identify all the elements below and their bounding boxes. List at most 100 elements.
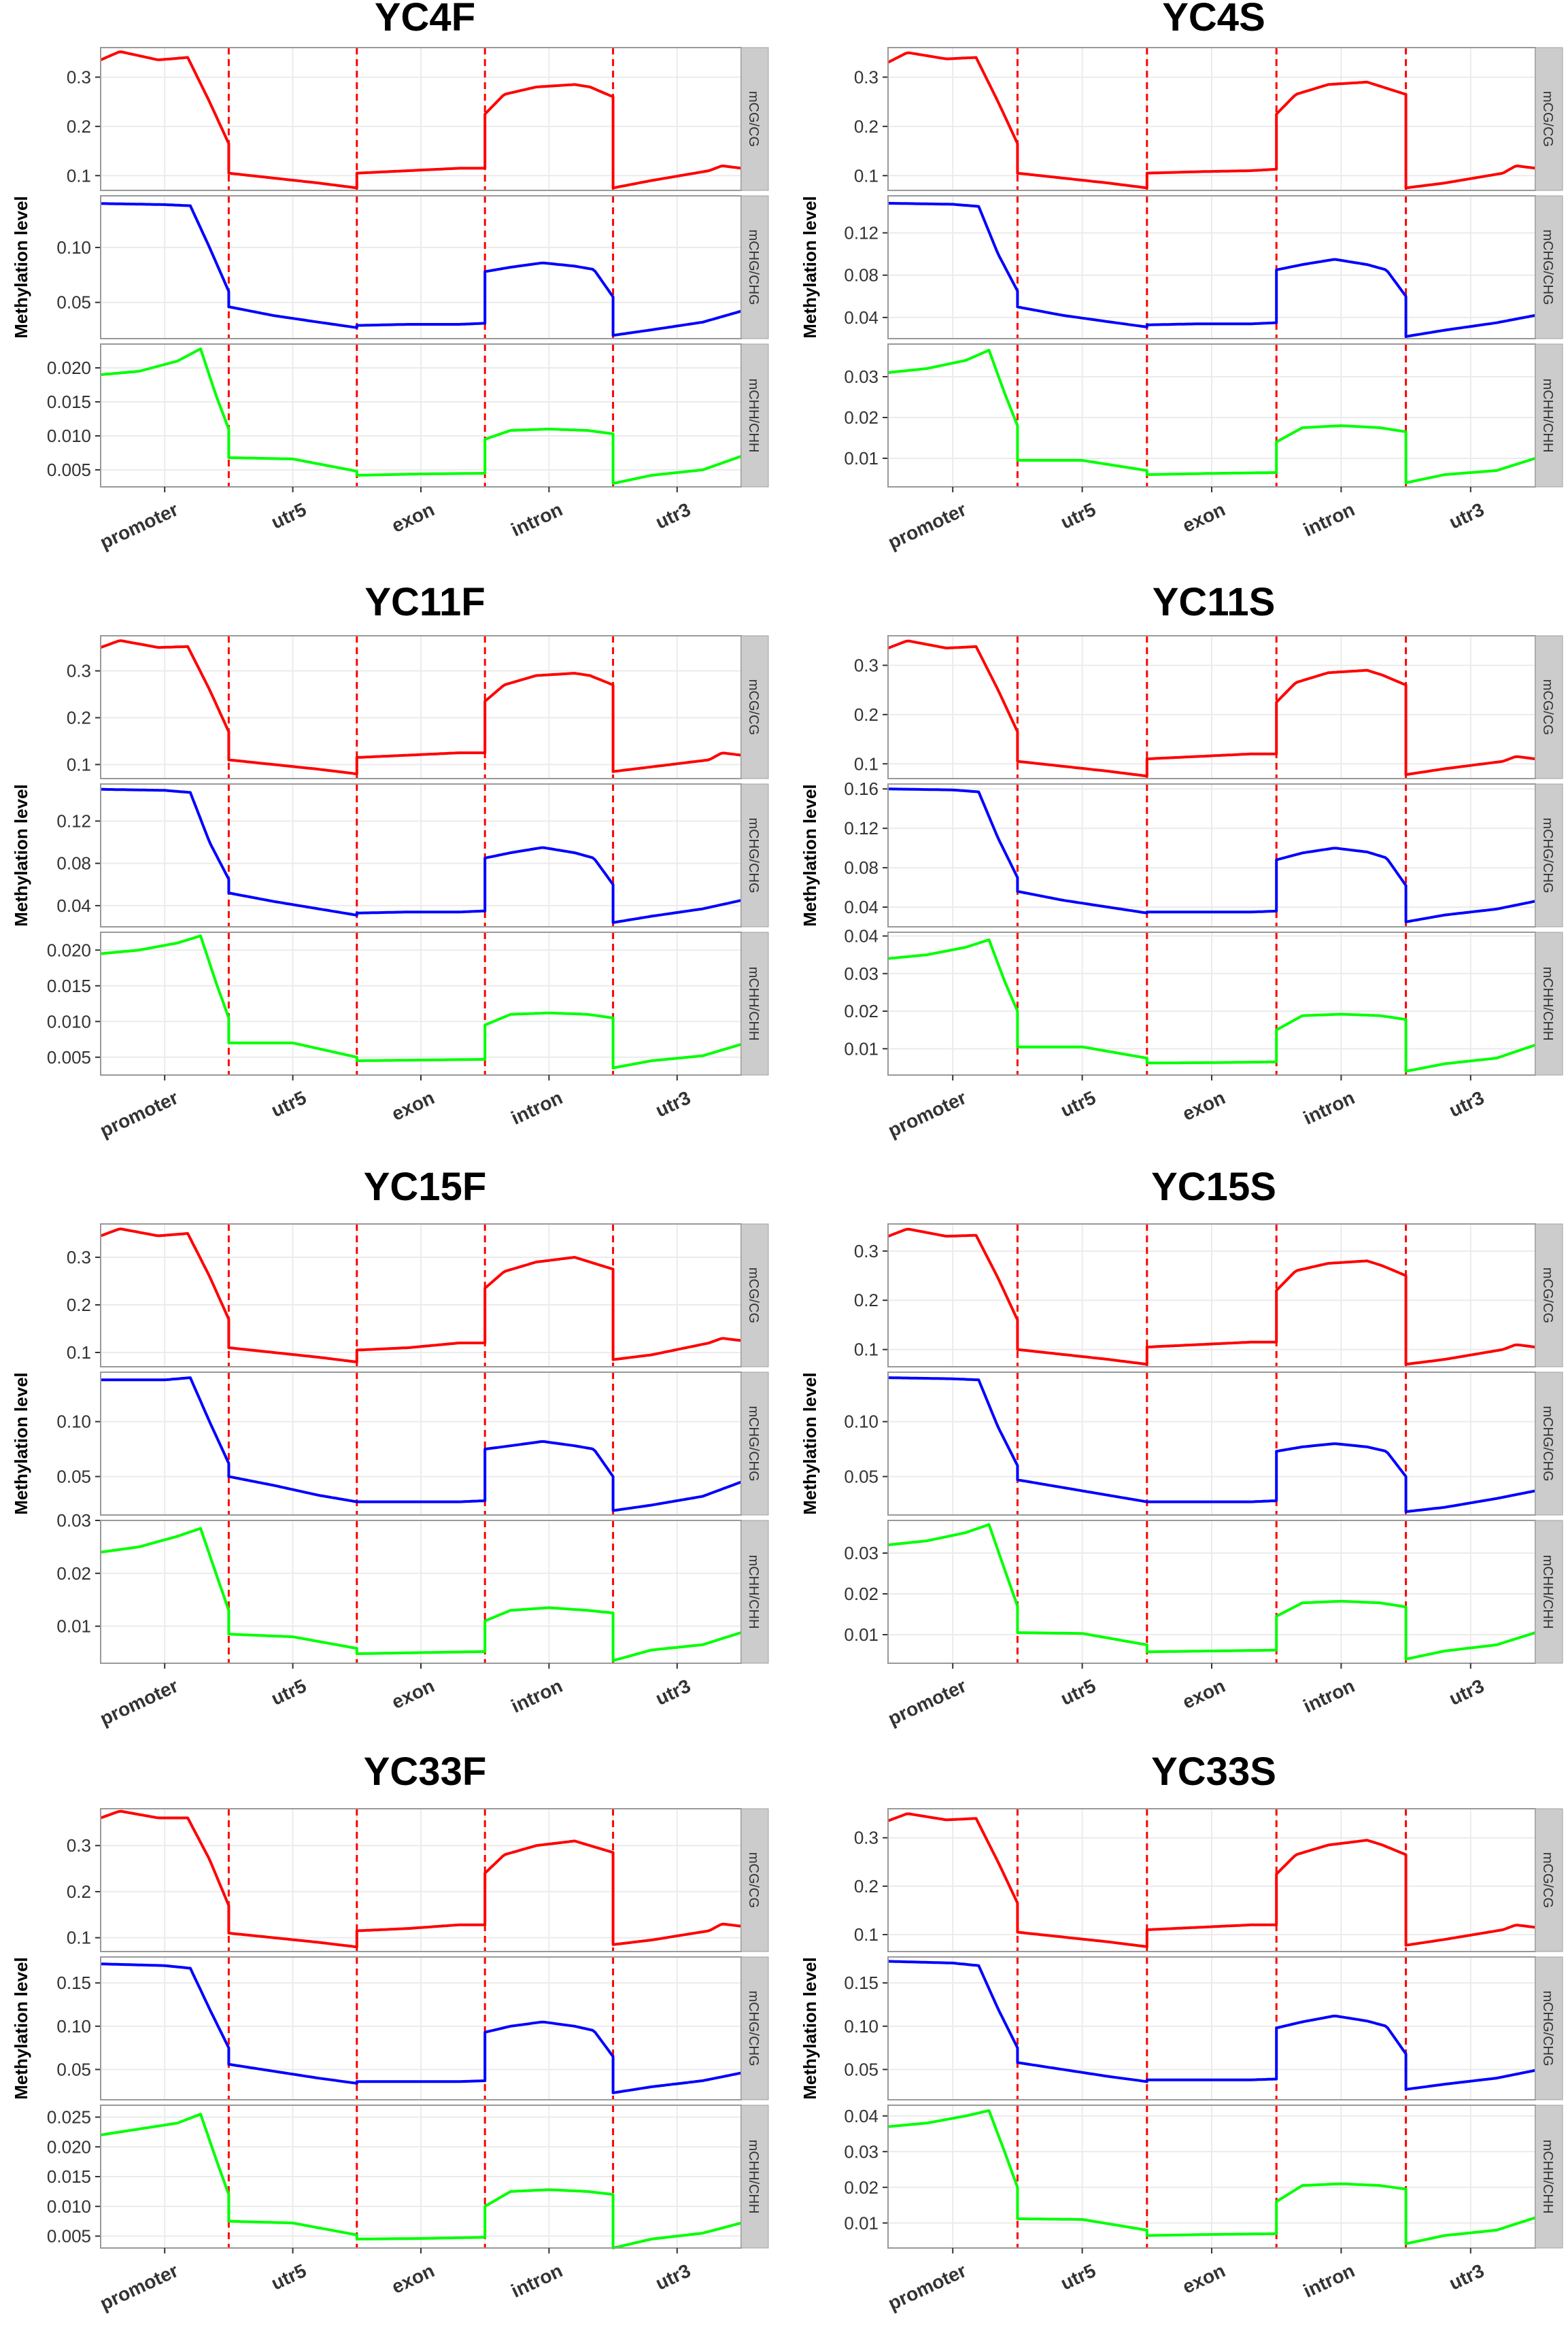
y-tick-label: 0.1 <box>67 165 91 186</box>
facet-strip <box>740 783 769 927</box>
facet-strip-label: mCHH/CHH <box>746 967 761 1041</box>
y-tick-label: 0.02 <box>844 407 879 428</box>
y-tick-label: 0.02 <box>56 1563 91 1584</box>
facet-strip-label: mCG/CG <box>746 1267 761 1323</box>
y-tick-label: 0.3 <box>854 1828 879 1848</box>
series-line-chg <box>101 1376 742 1512</box>
facet-strip <box>740 1372 769 1516</box>
facet-strip-label: mCHG/CHG <box>1540 229 1555 305</box>
facet-chh: 0.01 0.02 0.03 0.04 mCHH/CHH promoter utr5 exon… <box>844 926 1563 1141</box>
chart-panel-yc15s: YC15S Methylation level 0.1 0.2 0.3 mCG/CG 0.0… <box>800 1165 1563 1729</box>
y-tick-label: 0.010 <box>47 426 91 446</box>
y-tick-label: 0.005 <box>47 2226 91 2247</box>
y-tick-label: 0.03 <box>844 1543 879 1563</box>
facet-strip <box>1535 635 1563 779</box>
y-tick-label: 0.020 <box>47 358 91 378</box>
y-axis-label: Methylation level <box>11 1372 31 1515</box>
facet-cg: 0.1 0.2 0.3 mCG/CG <box>67 635 769 779</box>
facet-strip-label: mCG/CG <box>1540 1267 1555 1323</box>
x-tick-label-promoter: promoter <box>885 1675 970 1729</box>
series-line-cg <box>887 639 1536 778</box>
y-axis-label: Methylation level <box>11 196 31 339</box>
y-tick-label: 0.04 <box>844 897 879 917</box>
facet-strip <box>1535 1956 1563 2100</box>
facet-strip-label: mCHG/CHG <box>1540 817 1555 893</box>
y-tick-label: 0.010 <box>47 1011 91 1032</box>
facet-strip-label: mCHH/CHH <box>1540 967 1555 1041</box>
facet-strip-label: mCHH/CHH <box>1540 379 1555 453</box>
series-line-chh <box>887 349 1536 484</box>
facet-strip-label: mCHH/CHH <box>1540 1555 1555 1629</box>
facet-strip-label: mCG/CG <box>1540 679 1555 735</box>
x-tick-label-utr5: utr5 <box>268 1087 309 1121</box>
y-tick-label: 0.1 <box>854 1924 879 1945</box>
facet-strip-label: mCHH/CHH <box>746 379 761 453</box>
chart-panel-yc4f: YC4F Methylation level 0.1 0.2 0.3 mCG/CG 0.05… <box>11 0 769 553</box>
y-tick-label: 0.05 <box>56 2059 91 2079</box>
y-tick-label: 0.05 <box>56 1466 91 1486</box>
y-tick-label: 0.1 <box>854 753 879 774</box>
chart-title: YC11F <box>364 580 485 624</box>
x-tick-label-utr3: utr3 <box>652 1675 694 1709</box>
facet-cg: 0.1 0.2 0.3 mCG/CG <box>854 635 1563 779</box>
chart-panel-yc11s: YC11S Methylation level 0.1 0.2 0.3 mCG/CG 0.0… <box>800 580 1563 1141</box>
x-tick-label-intron: intron <box>508 498 566 541</box>
y-tick-label: 0.01 <box>844 448 879 469</box>
facet-chg: 0.05 0.10 0.15 mCHG/CHG <box>844 1956 1563 2100</box>
facet-strip <box>1535 783 1563 927</box>
y-tick-label: 0.12 <box>844 818 879 838</box>
x-tick-label-utr5: utr5 <box>1057 1087 1099 1121</box>
y-axis-label: Methylation level <box>11 1957 31 2100</box>
y-tick-label: 0.03 <box>844 964 879 984</box>
chart-title: YC15S <box>1151 1165 1276 1209</box>
chart-panel-yc33s: YC33S Methylation level 0.1 0.2 0.3 mCG/CG 0.0… <box>800 1750 1563 2314</box>
x-tick-label-intron: intron <box>1300 2260 1358 2302</box>
x-tick-label-utr3: utr3 <box>1446 1087 1487 1121</box>
series-line-chg <box>100 1962 742 2094</box>
series-line-chg <box>887 1960 1536 2091</box>
facet-strip <box>740 1808 769 1952</box>
facet-chh: 0.005 0.010 0.015 0.020 mCHH/CHH promoter utr5… <box>47 343 769 553</box>
chart-title: YC4F <box>375 0 475 39</box>
series-line-chg <box>100 202 742 337</box>
series-line-chg <box>887 201 1536 338</box>
y-tick-label: 0.15 <box>56 1973 91 1993</box>
series-line-cg <box>100 639 742 776</box>
series-line-cg <box>100 50 742 190</box>
facet-chh: 0.005 0.010 0.015 0.020 0.025 mCHH/CHH promote… <box>47 2105 769 2314</box>
y-tick-label: 0.1 <box>67 1928 91 1948</box>
series-line-chh <box>100 2113 742 2249</box>
facet-chh: 0.01 0.02 0.03 mCHH/CHH promoter utr5 exon intr… <box>844 1520 1563 1729</box>
y-tick-label: 0.01 <box>844 1038 879 1059</box>
x-tick-label-promoter: promoter <box>885 1087 970 1141</box>
chart-title: YC4S <box>1162 0 1265 39</box>
facet-strip-label: mCHG/CHG <box>746 229 761 305</box>
facet-strip <box>1535 1520 1563 1664</box>
x-tick-label-promoter: promoter <box>885 498 970 553</box>
x-tick-label-exon: exon <box>1179 1087 1228 1125</box>
facet-strip-label: mCHG/CHG <box>746 1406 761 1481</box>
x-tick-label-utr5: utr5 <box>1057 2260 1099 2294</box>
facet-strip-label: mCHG/CHG <box>746 1990 761 2066</box>
x-tick-label-utr3: utr3 <box>1446 498 1487 532</box>
facet-chh: 0.01 0.02 0.03 0.04 mCHH/CHH promoter utr5 exon… <box>844 2105 1563 2314</box>
y-tick-label: 0.1 <box>67 754 91 774</box>
facet-strip <box>740 1520 769 1664</box>
x-tick-label-intron: intron <box>508 1675 566 1717</box>
chart-title: YC33F <box>364 1750 487 1794</box>
facet-strip <box>1535 2105 1563 2249</box>
facet-strip-label: mCG/CG <box>746 91 761 147</box>
y-tick-label: 0.05 <box>844 1466 879 1486</box>
x-tick-label-utr5: utr5 <box>1057 498 1099 532</box>
x-tick-label-exon: exon <box>1179 2260 1228 2298</box>
facet-strip <box>740 932 769 1076</box>
y-tick-label: 0.2 <box>854 116 879 137</box>
facet-strip <box>1535 932 1563 1076</box>
facet-strip <box>740 1223 769 1367</box>
y-tick-label: 0.10 <box>56 237 91 258</box>
y-tick-label: 0.015 <box>47 976 91 996</box>
y-tick-label: 0.04 <box>844 2106 879 2126</box>
x-tick-label-exon: exon <box>388 1087 437 1125</box>
facet-chg: 0.05 0.10 0.15 mCHG/CHG <box>56 1956 769 2100</box>
